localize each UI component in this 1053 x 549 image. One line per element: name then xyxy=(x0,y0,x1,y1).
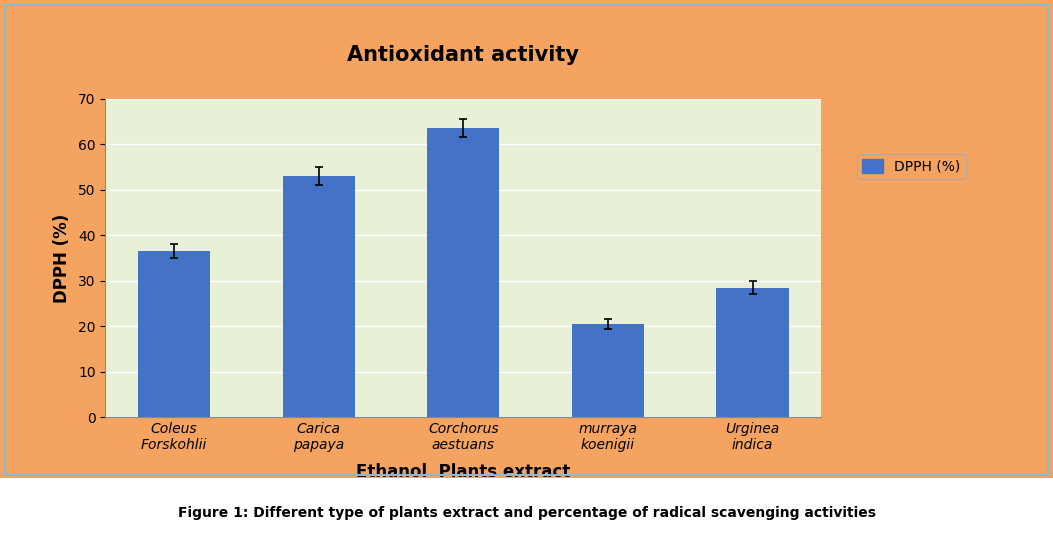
Legend: DPPH (%): DPPH (%) xyxy=(857,154,967,180)
Text: Figure 1: Different type of plants extract and percentage of radical scavenging : Figure 1: Different type of plants extra… xyxy=(178,506,875,520)
Bar xyxy=(428,128,499,417)
Bar xyxy=(138,251,211,417)
Text: Antioxidant activity: Antioxidant activity xyxy=(347,45,579,65)
Bar xyxy=(716,288,789,417)
Bar xyxy=(572,324,644,417)
X-axis label: Ethanol  Plants extract: Ethanol Plants extract xyxy=(356,463,571,481)
Y-axis label: DPPH (%): DPPH (%) xyxy=(53,214,71,302)
Bar xyxy=(282,176,355,417)
